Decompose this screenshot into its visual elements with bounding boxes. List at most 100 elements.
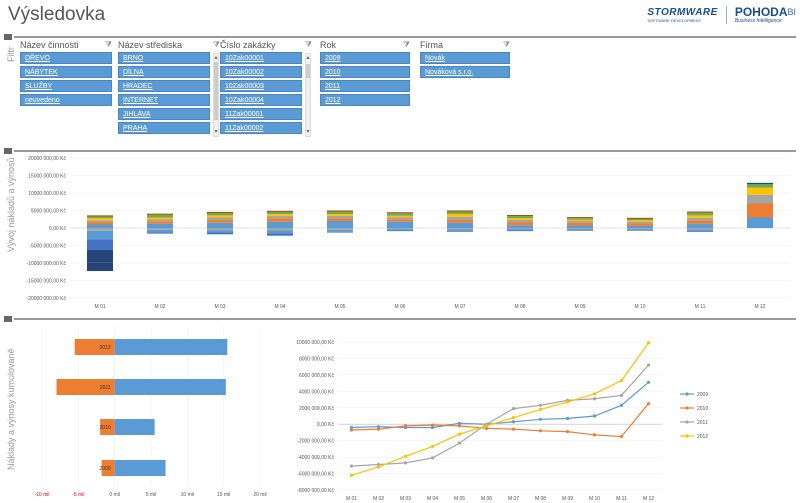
slicer-item[interactable]: 10Zak00004	[220, 94, 302, 106]
slicer-title: Firma	[420, 40, 443, 50]
clear-filter-icon[interactable]: ⧩	[502, 40, 510, 49]
scroll-up-icon[interactable]: ▴	[214, 55, 218, 61]
bar-segment	[747, 194, 773, 204]
bar-segment	[747, 182, 773, 185]
bar-segment	[567, 225, 593, 228]
data-point	[538, 417, 543, 421]
bar-segment	[447, 222, 473, 228]
clear-filter-icon[interactable]: ⧩	[212, 40, 220, 49]
clear-filter-icon[interactable]: ⧩	[304, 40, 312, 49]
slicer-item[interactable]: 10Zak00002	[220, 66, 302, 78]
bar-segment	[207, 215, 233, 218]
data-point	[430, 456, 435, 460]
slicer-item[interactable]: HRADEC	[118, 80, 210, 92]
data-point	[565, 400, 570, 404]
data-point	[403, 454, 408, 458]
slicer-item[interactable]: DŘEVO	[20, 52, 112, 64]
slicer-item[interactable]: 11Zak00001	[220, 108, 302, 120]
data-point	[457, 421, 462, 425]
bar-segment	[387, 229, 413, 231]
bar-positive	[114, 379, 226, 395]
x-tick-label: M 04	[274, 304, 285, 310]
monthly-bar-chart: 20000 000,00 Kč 15000 000,00 Kč 10000 000,…	[27, 156, 790, 310]
data-point	[646, 380, 651, 384]
slicer-item[interactable]: 10Zak00003	[220, 80, 302, 92]
bar-segment	[687, 211, 713, 213]
x-tick-label: M 11	[695, 304, 706, 310]
clear-filter-icon[interactable]: ⧩	[104, 40, 112, 49]
slicer-item[interactable]: 2012	[320, 94, 410, 106]
slicer-scrollbar[interactable]: ▴ ▾	[213, 53, 219, 137]
bar-segment	[447, 219, 473, 223]
slicer-item[interactable]: BRNO	[118, 52, 210, 64]
bar-segment	[267, 228, 293, 231]
bar-segment	[387, 213, 413, 216]
slicer-item[interactable]: Novák	[420, 52, 510, 64]
bar-segment	[87, 215, 113, 217]
clear-filter-icon[interactable]: ⧩	[402, 40, 410, 49]
x-tick-label: M 01	[94, 304, 105, 310]
bar-segment	[327, 214, 353, 216]
bar-segment	[687, 215, 713, 218]
filters-label: Filtr	[6, 47, 16, 62]
bar-segment	[147, 229, 173, 233]
slicer-item[interactable]: Nováková s.r.o.	[420, 66, 510, 78]
data-point	[430, 444, 435, 449]
scroll-up-icon[interactable]: ▴	[306, 55, 310, 61]
bar-segment	[747, 217, 773, 228]
bar-positive	[114, 339, 228, 355]
bar-segment	[87, 220, 113, 223]
slicer-item[interactable]: 11Zak00002	[220, 122, 302, 134]
bar-segment	[507, 215, 533, 217]
y-tick-label: -6000 000,00 Kč	[297, 472, 334, 478]
y-tick-label: 2000 000,00 Kč	[299, 406, 335, 412]
bar-segment	[87, 262, 113, 272]
slicer-title: Název střediska	[118, 40, 183, 50]
x-tick-label: M 06	[481, 496, 492, 502]
slicer-item[interactable]: INTERNET	[118, 94, 210, 106]
bar-segment	[507, 225, 533, 228]
data-point	[511, 416, 516, 420]
bar-negative	[101, 460, 115, 476]
slicer-item[interactable]: NÁBYTEK	[20, 66, 112, 78]
x-tick-label: 0 mil	[109, 492, 120, 498]
bar-negative	[100, 419, 115, 435]
scroll-down-icon[interactable]: ▾	[306, 129, 310, 135]
slicer-item[interactable]: SLUŽBY	[20, 80, 112, 92]
scroll-thumb[interactable]	[306, 64, 310, 78]
legend-label: 2011	[697, 420, 708, 426]
bar-segment	[147, 214, 173, 218]
bar-segment	[687, 230, 713, 232]
bar-segment	[627, 229, 653, 231]
bar-segment	[87, 224, 113, 228]
stormware-logo: STORMWARE SOFTWARE DEVELOPMENT	[647, 7, 717, 23]
data-point	[538, 429, 543, 433]
y-tick-label: 0,00 Kč	[317, 422, 334, 428]
slicer-item[interactable]: PRAHA	[118, 122, 210, 134]
logo-divider	[725, 6, 727, 24]
slicer-item[interactable]: 2009	[320, 52, 410, 64]
year-label: 2010	[100, 425, 111, 431]
data-point	[430, 425, 435, 430]
slicer-item[interactable]: 2011	[320, 80, 410, 92]
logos: STORMWARE SOFTWARE DEVELOPMENT POHODABI …	[647, 4, 796, 26]
scroll-thumb[interactable]	[214, 62, 218, 120]
bar-segment	[567, 218, 593, 220]
y-tick-label: 15000 000,00 Kč	[28, 174, 66, 180]
bar-segment	[267, 221, 293, 228]
bar-segment	[447, 229, 473, 232]
slicer-scrollbar[interactable]: ▴ ▾	[305, 53, 311, 137]
slicer-item[interactable]: JIHLAVA	[118, 108, 210, 120]
scroll-down-icon[interactable]: ▾	[214, 129, 218, 135]
bar-segment	[627, 217, 653, 219]
slicer-item[interactable]: DÍLNA	[118, 66, 210, 78]
y-tick-label: 6000 000,00 Kč	[299, 373, 335, 379]
bar-segment	[207, 212, 233, 216]
x-tick-label: -10 mil	[34, 492, 49, 498]
slicer-item[interactable]: neuvedeno	[20, 94, 112, 106]
slicer-item[interactable]: 10Zak00001	[220, 52, 302, 64]
slicer-item[interactable]: 2010	[320, 66, 410, 78]
data-point	[511, 407, 516, 411]
data-point	[619, 379, 624, 383]
x-tick-label: 10 mil	[181, 492, 194, 498]
